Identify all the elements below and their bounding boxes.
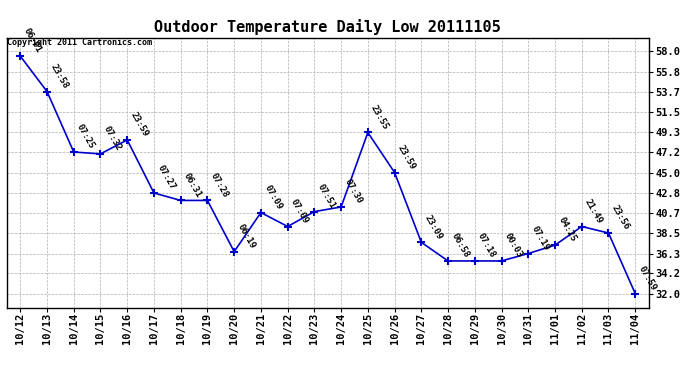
- Text: 07:18: 07:18: [476, 232, 497, 260]
- Text: 06:58: 06:58: [449, 232, 471, 260]
- Text: 06:19: 06:19: [235, 222, 257, 250]
- Text: 07:59: 07:59: [637, 264, 658, 292]
- Text: 07:25: 07:25: [75, 123, 97, 151]
- Text: 23:59: 23:59: [396, 143, 417, 171]
- Text: 23:58: 23:58: [48, 62, 70, 90]
- Text: 07:32: 07:32: [102, 125, 123, 153]
- Text: 06:31: 06:31: [182, 171, 204, 199]
- Text: 07:09: 07:09: [262, 183, 284, 211]
- Text: 23:59: 23:59: [128, 111, 150, 138]
- Text: 07:09: 07:09: [289, 197, 311, 225]
- Text: 04:25: 04:25: [556, 216, 578, 244]
- Text: 23:56: 23:56: [610, 204, 631, 232]
- Text: Copyright 2011 Cartronics.com: Copyright 2011 Cartronics.com: [7, 38, 152, 46]
- Title: Outdoor Temperature Daily Low 20111105: Outdoor Temperature Daily Low 20111105: [155, 19, 501, 35]
- Text: 23:55: 23:55: [369, 103, 391, 131]
- Text: 07:27: 07:27: [155, 164, 177, 192]
- Text: 07:28: 07:28: [209, 171, 230, 199]
- Text: 21:49: 21:49: [583, 197, 604, 225]
- Text: 00:03: 00:03: [503, 232, 524, 260]
- Text: 23:09: 23:09: [423, 213, 444, 241]
- Text: 07:30: 07:30: [342, 178, 364, 206]
- Text: 06:01: 06:01: [21, 27, 43, 55]
- Text: 07:19: 07:19: [530, 224, 551, 252]
- Text: 07:51: 07:51: [316, 183, 337, 210]
